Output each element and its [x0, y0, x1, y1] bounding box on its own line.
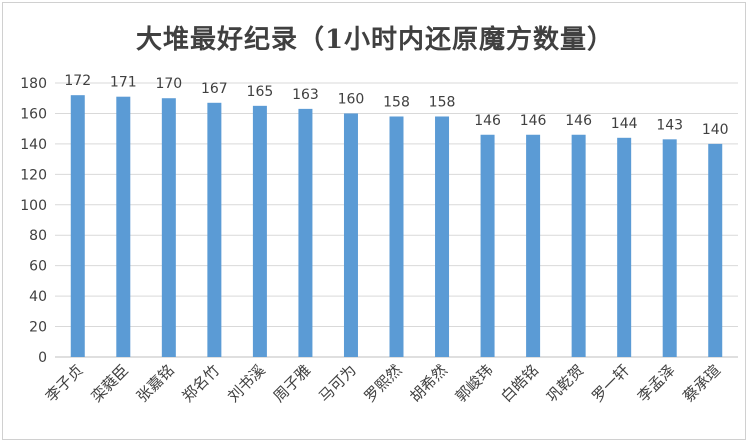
bar: [252, 105, 267, 357]
data-label: 172: [64, 73, 91, 89]
bar: [571, 134, 586, 357]
category-label: 周子雅: [270, 361, 315, 406]
category-label: 白皓铭: [497, 361, 542, 406]
bar: [343, 113, 358, 357]
category-label: 马可为: [315, 361, 360, 406]
data-label: 171: [110, 75, 137, 91]
y-tick-label: 120: [20, 167, 47, 183]
category-label: 蔡承瑄: [680, 361, 725, 406]
y-tick-label: 20: [29, 320, 47, 336]
bar: [298, 108, 313, 357]
category-label: 郑名竹: [179, 361, 224, 406]
y-tick-label: 100: [20, 198, 47, 214]
category-label: 罗一轩: [588, 361, 633, 406]
category-label: 刘书溪: [224, 361, 269, 406]
y-tick-label: 40: [29, 289, 47, 305]
y-tick-label: 0: [38, 350, 47, 366]
bar: [662, 139, 677, 357]
data-label: 167: [201, 81, 228, 97]
category-label: 栾蕤臣: [88, 361, 133, 406]
bar: [708, 143, 723, 357]
bar: [480, 134, 495, 357]
data-label: 146: [474, 113, 501, 129]
data-labels: 172 171 170 167 165 163 160 158 158 146 146 146 144 1…: [64, 73, 728, 138]
data-label: 143: [656, 117, 683, 133]
category-label: 巩乾贺: [543, 361, 588, 406]
data-label: 160: [338, 91, 365, 107]
bar: [116, 96, 131, 357]
bar-chart: 0 20 40 60 80 100 120 140 160 180 172 171 170 167 165…: [20, 73, 738, 406]
y-tick-label: 160: [20, 106, 47, 122]
category-label: 李子贞: [42, 361, 87, 406]
data-label: 165: [247, 84, 274, 100]
bar: [435, 116, 450, 357]
category-label: 胡希然: [406, 361, 451, 406]
y-tick-label: 80: [29, 228, 47, 244]
category-label: 郭峻玮: [452, 361, 497, 406]
category-label: 张嘉铭: [133, 361, 178, 406]
bar: [617, 137, 632, 357]
data-label: 158: [429, 94, 456, 110]
category-label: 李孟泽: [634, 361, 679, 406]
bar: [161, 98, 176, 357]
category-labels: 李子贞 栾蕤臣 张嘉铭 郑名竹 刘书溪 周子雅 马可为 罗熙然 胡希然 郭峻玮 白皓铭 巩乾贺 罗一轩李…: [42, 361, 724, 406]
chart-title: 大堆最好纪录（1小时内还原魔方数量）: [135, 25, 615, 55]
bar: [70, 95, 85, 357]
data-label: 146: [520, 113, 547, 129]
data-label: 158: [383, 94, 410, 110]
y-tick-label: 180: [20, 76, 47, 92]
bar: [526, 134, 541, 357]
chart-frame: 大堆最好纪录（1小时内还原魔方数量） 0 20 40 60 80 100 120 140 160…: [2, 2, 746, 440]
data-label: 144: [611, 116, 638, 132]
data-label: 163: [292, 87, 319, 103]
bar: [389, 116, 404, 357]
bar: [207, 102, 222, 358]
data-label: 146: [565, 113, 592, 129]
data-label: 140: [702, 122, 729, 138]
y-tick-label: 60: [29, 259, 47, 275]
y-tick-label: 140: [20, 137, 47, 153]
data-label: 170: [155, 76, 182, 92]
bars: [70, 95, 723, 358]
y-axis-ticks: 0 20 40 60 80 100 120 140 160 180: [20, 76, 47, 366]
category-label: 罗熙然: [361, 361, 406, 406]
